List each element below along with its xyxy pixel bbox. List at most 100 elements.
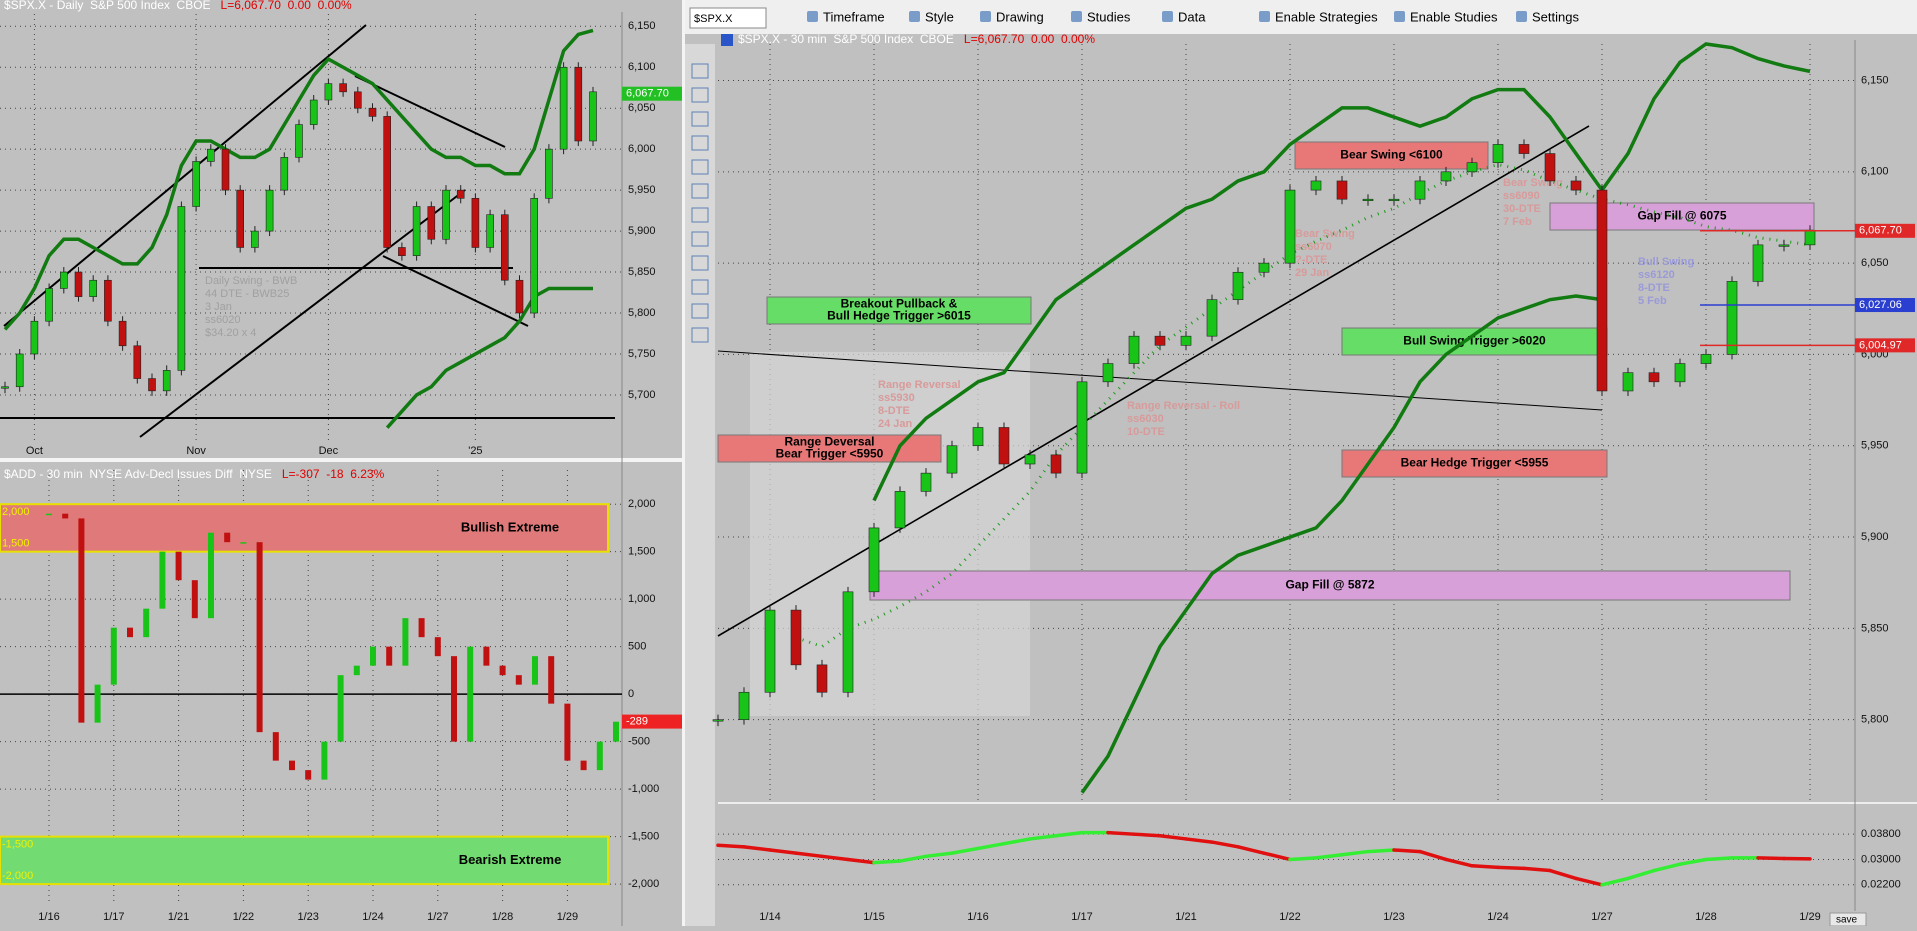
candle (1779, 245, 1789, 247)
toolbar-item[interactable]: Enable Studies (1410, 9, 1498, 24)
candle (739, 692, 749, 719)
candle (2, 387, 9, 389)
candle (597, 742, 603, 770)
x-tick-label: Dec (319, 445, 339, 457)
candle (143, 609, 149, 637)
candle (1389, 199, 1399, 201)
zone-label: Bearish Extreme (459, 852, 562, 867)
pane-header: $SPX.X - Daily S&P 500 Index CBOE (4, 0, 211, 12)
toolbar-icon (1071, 11, 1082, 22)
candle (500, 666, 506, 675)
candle (1441, 172, 1451, 181)
candle (31, 321, 38, 354)
candle (532, 656, 538, 684)
candle (178, 207, 185, 371)
candle (581, 761, 587, 770)
candle (1311, 181, 1321, 190)
y-tick-label: 5,900 (1861, 531, 1889, 543)
y-tick-label: 6,050 (628, 102, 656, 114)
annotation-text: Bull Hedge Trigger >6015 (827, 309, 971, 323)
y-tick-label: 6,000 (628, 143, 656, 155)
candle (999, 427, 1009, 464)
x-tick-label: 1/21 (168, 911, 189, 923)
indicator-segment (1706, 858, 1732, 860)
toolbar-item[interactable]: Enable Strategies (1275, 9, 1378, 24)
y-tick-label: 5,800 (628, 307, 656, 319)
indicator-segment (1498, 867, 1524, 868)
option-note: Range Reversal - Roll (1127, 400, 1240, 412)
candle (457, 190, 464, 198)
candle (921, 473, 931, 491)
x-tick-label: 1/28 (1695, 911, 1716, 923)
candle (1519, 144, 1529, 153)
x-tick-label: 1/27 (427, 911, 448, 923)
option-note: ss6030 (1127, 413, 1164, 425)
candle (95, 685, 101, 723)
candle (384, 116, 391, 247)
candle (1415, 181, 1425, 199)
y-tick-label: 5,750 (628, 348, 656, 360)
candle (266, 190, 273, 231)
y-tick-label: 5,900 (628, 225, 656, 237)
x-tick-label: 1/29 (557, 911, 578, 923)
toolbar-item[interactable]: Drawing (996, 9, 1044, 24)
candle (1129, 336, 1139, 363)
option-note: ss5930 (878, 392, 915, 404)
candle (947, 446, 957, 473)
indicator-segment (1108, 833, 1134, 835)
price-marker-label: 6,067.70 (626, 88, 669, 100)
candle (386, 647, 392, 666)
candle (483, 647, 489, 666)
indicator-segment (1472, 866, 1498, 868)
y-tick-label: 5,800 (1861, 714, 1889, 726)
divider (682, 0, 685, 926)
option-note: Bull Swing (1638, 256, 1694, 268)
toolbar-item[interactable]: Settings (1532, 9, 1579, 24)
y-tick-label: -500 (628, 736, 650, 748)
symbol[interactable]: $SPX.X (694, 13, 733, 25)
candle (1805, 230, 1815, 245)
candle (1597, 190, 1607, 391)
candle (240, 542, 246, 544)
candle (60, 272, 67, 288)
y-tick-label: 6,150 (628, 20, 656, 32)
x-tick-label: 1/15 (863, 911, 884, 923)
candle (305, 770, 311, 779)
x-tick-label: 1/14 (759, 911, 780, 923)
toolbar-item[interactable]: Data (1178, 9, 1206, 24)
price-marker-label: 6,067.70 (1859, 225, 1902, 237)
candle (1467, 163, 1477, 172)
toolbar-item[interactable]: Studies (1087, 9, 1131, 24)
toolbar-item[interactable]: Timeframe (823, 9, 885, 24)
candle (1649, 373, 1659, 382)
option-note: 8-DTE (1638, 282, 1670, 294)
candle (46, 288, 53, 321)
option-note: 8-DTE (878, 405, 910, 417)
candle (159, 552, 165, 609)
candle (370, 647, 376, 666)
x-tick-label: 1/16 (967, 911, 988, 923)
save-label[interactable]: save (1836, 915, 1858, 926)
candle (1207, 300, 1217, 337)
zone-top-label: -1,500 (2, 839, 33, 851)
candle (1103, 364, 1113, 382)
note: Daily Swing - BWB (205, 275, 297, 287)
toolbar-item[interactable]: Style (925, 9, 954, 24)
x-tick-label: 1/22 (1279, 911, 1300, 923)
y-tick-label: 6,100 (1861, 166, 1889, 178)
y-tick-label: -1,500 (628, 831, 659, 843)
candle (1623, 373, 1633, 391)
zone-bottom-label: -2,000 (2, 870, 33, 882)
candle (273, 732, 279, 760)
candle (869, 528, 879, 592)
candle (111, 628, 117, 685)
toolbar-icon (1259, 11, 1270, 22)
y-tick-label: 5,700 (628, 389, 656, 401)
price-marker-label: -289 (626, 716, 648, 728)
candle (1285, 190, 1295, 263)
x-tick-label: 1/17 (103, 911, 124, 923)
candle (1675, 364, 1685, 382)
candle (1025, 455, 1035, 464)
candle (134, 346, 141, 379)
